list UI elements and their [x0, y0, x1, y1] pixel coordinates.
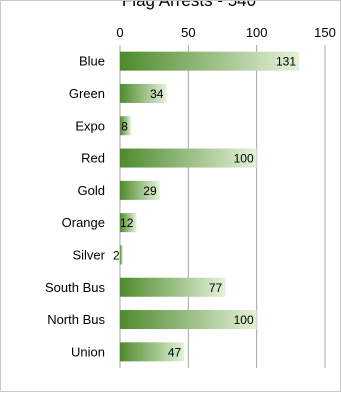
category-label-silver: Silver — [72, 247, 105, 262]
category-label-south-bus: South Bus — [45, 280, 105, 295]
x-tick-label-0: 0 — [116, 25, 123, 40]
data-label-blue: 131 — [276, 55, 296, 69]
data-label-gold: 29 — [143, 184, 157, 198]
bar-orange — [120, 213, 137, 233]
data-label-south-bus: 77 — [209, 281, 223, 295]
category-label-blue: Blue — [79, 54, 105, 69]
data-label-north-bus: 100 — [234, 313, 254, 327]
bar-south-bus — [120, 277, 226, 297]
category-label-green: Green — [69, 86, 105, 101]
category-label-union: Union — [71, 344, 105, 359]
category-label-gold: Gold — [78, 183, 105, 198]
bar-blue — [120, 51, 300, 71]
category-label-orange: Orange — [62, 215, 105, 230]
bar-red — [120, 148, 257, 168]
x-axis-ticks: 0 50 100 150 — [116, 25, 335, 40]
data-labels: 131 34 8 100 29 12 2 77 100 47 — [113, 55, 296, 360]
bar-expo — [120, 116, 131, 136]
data-label-green: 34 — [150, 87, 164, 101]
data-label-red: 100 — [234, 152, 254, 166]
chart-title: Flag Arrests - 540 — [122, 1, 256, 10]
x-tick-label-50: 50 — [181, 25, 195, 40]
bar-gold — [120, 180, 160, 200]
data-label-union: 47 — [168, 345, 182, 359]
category-label-north-bus: North Bus — [47, 312, 105, 327]
bar-north-bus — [120, 310, 257, 330]
x-tick-label-150: 150 — [314, 25, 336, 40]
x-tick-label-100: 100 — [246, 25, 268, 40]
bars — [120, 51, 300, 362]
category-labels: Blue Green Expo Red Gold Orange Silver South Bu… — [45, 54, 106, 360]
bar-union — [120, 342, 185, 362]
bar-green — [120, 83, 167, 103]
bar-silver — [120, 245, 123, 265]
category-label-expo: Expo — [75, 118, 105, 133]
data-label-expo: 8 — [121, 119, 128, 133]
category-label-red: Red — [81, 151, 105, 166]
data-label-silver: 2 — [113, 248, 120, 262]
data-label-orange: 12 — [120, 216, 134, 230]
